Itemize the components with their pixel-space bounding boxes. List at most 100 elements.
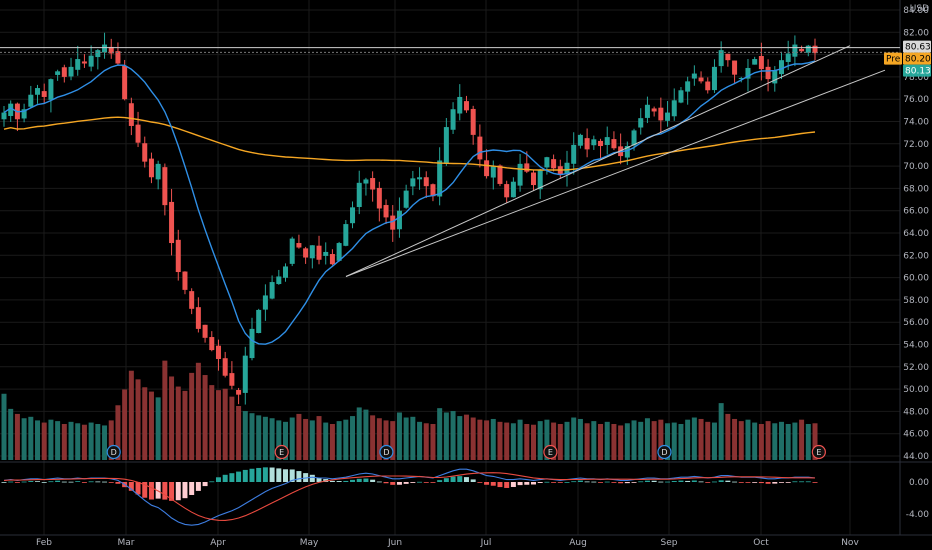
macd-histogram-bar — [785, 482, 791, 483]
volume-bar — [329, 424, 335, 460]
badge-label: E — [279, 448, 284, 457]
candle-body — [229, 373, 235, 386]
volume-bar — [785, 424, 791, 460]
macd-histogram-bar — [490, 482, 496, 486]
candle-body — [443, 127, 449, 164]
macd-histogram-bar — [88, 481, 94, 483]
macd-histogram-bar — [102, 481, 108, 483]
macd-histogram-bar — [691, 480, 697, 482]
macd-histogram-bar — [61, 481, 67, 483]
candle-body — [792, 44, 798, 57]
candle-body — [209, 337, 215, 351]
badge-circle — [106, 444, 121, 460]
macd-panel — [1, 467, 818, 526]
volume-bar — [571, 417, 577, 460]
badge-circle — [811, 444, 826, 460]
pre-market-price-tag: 80.20 — [903, 52, 931, 65]
volume-bar — [598, 424, 604, 460]
volume-bar — [135, 379, 141, 460]
volume-bar — [437, 408, 443, 460]
volume-bar — [215, 390, 221, 460]
macd-histogram-bar — [169, 482, 175, 501]
volume-bar — [376, 418, 382, 460]
volume-bar — [443, 412, 449, 460]
currency-label: USD — [910, 4, 929, 14]
volume-bar — [283, 421, 289, 460]
candle-body — [752, 59, 758, 65]
candle-body — [805, 45, 811, 53]
macd-histogram-bar — [14, 482, 20, 483]
price-tick-label: 68.00 — [903, 184, 929, 194]
candle-body — [711, 66, 717, 91]
candle-body — [276, 276, 282, 285]
time-tick-label: Aug — [569, 538, 587, 548]
volume-bar — [81, 424, 87, 460]
macd-histogram-bar — [443, 478, 449, 482]
macd-histogram-bar — [41, 482, 47, 483]
macd-tick-label: 0.00 — [909, 478, 929, 488]
candle-body — [155, 163, 161, 180]
macd-histogram-bar — [316, 477, 322, 482]
volume-bar — [698, 418, 704, 460]
candle-body — [658, 107, 664, 121]
price-tick-label: 58.00 — [903, 296, 929, 306]
volume-bar — [517, 419, 523, 460]
tag-value: 80.13 — [905, 67, 931, 77]
macd-histogram-bar — [242, 469, 248, 482]
candle-body — [484, 160, 490, 177]
macd-histogram-bar — [356, 478, 362, 482]
macd-histogram-bar — [256, 467, 262, 482]
volume-bar — [155, 397, 161, 460]
volume-bar — [182, 390, 188, 460]
volume-bar — [551, 422, 557, 460]
candle-body — [309, 245, 315, 259]
volume-bar — [705, 421, 711, 460]
macd-histogram-bar — [551, 482, 557, 483]
volume-bar — [537, 421, 543, 460]
volume-bar — [169, 376, 175, 460]
macd-histogram-bar — [732, 481, 738, 483]
indicator-lines — [0, 45, 900, 345]
volume-bar — [390, 421, 396, 460]
macd-histogram-bar — [262, 467, 268, 482]
price-tick-label: 70.00 — [903, 162, 929, 172]
time-tick-label: Apr — [210, 538, 226, 548]
badge-label: D — [661, 448, 667, 457]
macd-histogram-bar — [376, 481, 382, 483]
candle-body — [765, 66, 771, 80]
macd-histogram-bar — [752, 482, 758, 483]
candle-body — [718, 50, 724, 67]
badge-circle — [657, 444, 672, 460]
candle-body — [363, 179, 369, 184]
signal-line — [3, 472, 816, 521]
volume-bar — [383, 420, 389, 460]
price-tick-label: 78.00 — [903, 73, 929, 83]
volume-bar — [262, 416, 268, 460]
macd-histogram-bar — [678, 480, 684, 482]
volume-bar — [591, 421, 597, 460]
macd-histogram-bar — [624, 482, 630, 484]
macd-histogram-bar — [711, 481, 717, 483]
slow-moving-average — [3, 116, 816, 171]
candle-body — [638, 118, 644, 128]
volume-bar — [128, 370, 134, 460]
volume-bar — [577, 418, 583, 460]
macd-histogram-bar — [236, 471, 242, 482]
volume-bar — [644, 418, 650, 460]
time-axis: Feb Mar Apr May Jun Jul Aug Sep Oct Nov — [36, 538, 859, 548]
volume-bar — [35, 420, 41, 460]
candle-body — [490, 166, 496, 178]
macd-histogram-bar — [35, 481, 41, 482]
candle-body — [1, 112, 7, 120]
candle-body — [61, 67, 67, 77]
volume-bar — [303, 418, 309, 460]
candle-body — [437, 160, 443, 197]
volume-bar — [229, 396, 235, 460]
macd-histogram-bar — [577, 480, 583, 482]
candle-body — [778, 60, 784, 75]
volume-bar — [758, 424, 764, 460]
macd-histogram-bar — [638, 481, 644, 483]
macd-histogram-bar — [222, 474, 228, 482]
